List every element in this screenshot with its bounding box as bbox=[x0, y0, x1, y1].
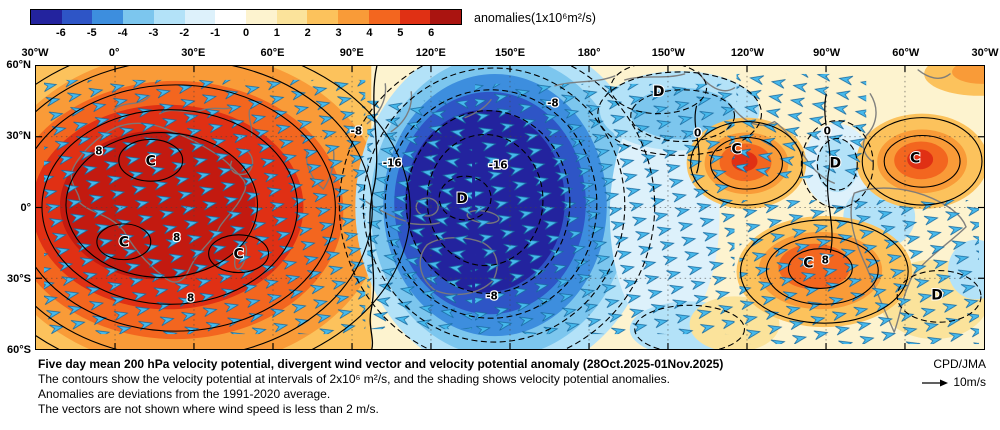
contour-value-label: 8 bbox=[95, 145, 102, 157]
contours-positive bbox=[36, 66, 983, 349]
center-label: C bbox=[146, 153, 156, 169]
caption-line: Anomalies are deviations from the 1991-2… bbox=[38, 387, 331, 401]
colorbar-tick: 4 bbox=[366, 27, 373, 39]
colorbar-segment bbox=[153, 10, 185, 24]
contours-negative bbox=[338, 66, 982, 349]
vector-scale-arrow bbox=[922, 379, 949, 386]
lat-axis-label: 0° bbox=[20, 201, 31, 214]
caption-title: Five day mean 200 hPa velocity potential… bbox=[38, 357, 724, 371]
contour-value-label: 8 bbox=[173, 232, 180, 244]
caption-line: The contours show the velocity potential… bbox=[38, 372, 670, 386]
lon-axis-label: 150°W bbox=[651, 47, 685, 59]
colorbar-tick: -1 bbox=[210, 27, 221, 39]
lon-axis-label: 60°E bbox=[260, 47, 285, 59]
contour-value-label: 8 bbox=[822, 255, 829, 267]
map-label-layer: 8 C C 8 C 8 -8 -16 -16 D -8 -8 D 0 C 0 D… bbox=[94, 83, 944, 306]
colorbar-segment bbox=[276, 10, 308, 24]
center-label: C bbox=[731, 141, 741, 157]
lon-axis-label: 90°W bbox=[813, 47, 841, 59]
lon-axis-label: 120°W bbox=[730, 47, 765, 59]
colorbar-tick: 5 bbox=[397, 27, 404, 39]
colorbar-tick: 6 bbox=[428, 27, 435, 39]
center-label: D bbox=[456, 191, 468, 207]
colorbar-tick: -2 bbox=[179, 27, 190, 39]
contour-value-label: -8 bbox=[351, 126, 363, 138]
lon-axis-label: 120°E bbox=[415, 47, 446, 59]
center-label: D bbox=[931, 287, 943, 303]
graticule bbox=[36, 66, 984, 349]
lat-axis-label: 60°N bbox=[6, 59, 31, 71]
axis-ticks bbox=[36, 66, 984, 349]
colorbar-segment bbox=[338, 10, 369, 24]
center-label: D bbox=[830, 155, 842, 171]
colorbar-segment bbox=[246, 10, 277, 24]
lon-axis-label: 150°E bbox=[494, 47, 526, 59]
center-label: D bbox=[653, 84, 665, 100]
colorbar-bar bbox=[30, 9, 462, 25]
colorbar-tick: 0 bbox=[242, 27, 250, 39]
lon-axis-label: 0° bbox=[108, 47, 120, 59]
colorbar-tick: 3 bbox=[335, 27, 342, 39]
lat-axis-label: 30°N bbox=[6, 130, 31, 143]
contour-value-label: 8 bbox=[187, 292, 194, 304]
wind-vector-field bbox=[43, 73, 980, 345]
colorbar-unit-label: anomalies(1x10⁶m²/s) bbox=[474, 11, 596, 25]
colorbar-segment bbox=[61, 10, 93, 24]
colorbar-tick: 1 bbox=[273, 27, 280, 39]
center-label: C bbox=[233, 247, 243, 263]
colorbar-segment bbox=[92, 10, 124, 24]
colorbar-segment bbox=[307, 10, 339, 24]
center-label: C bbox=[910, 150, 920, 166]
colorbar-segment bbox=[368, 10, 400, 24]
vector-scale-label: 10m/s bbox=[953, 375, 986, 389]
colorbar-tick: -6 bbox=[55, 27, 66, 39]
caption: Five day mean 200 hPa velocity potential… bbox=[38, 357, 818, 417]
colorbar-segment bbox=[31, 10, 62, 24]
center-label: C bbox=[119, 235, 129, 251]
colorbar-segment bbox=[184, 10, 216, 24]
contour-value-label: -16 bbox=[383, 157, 402, 169]
caption-line: The vectors are not shown where wind spe… bbox=[38, 402, 379, 416]
colorbar-segment bbox=[430, 10, 462, 24]
caption-right: CPD/JMA 10m/s bbox=[922, 357, 986, 390]
contour-value-label: 0 bbox=[824, 126, 831, 138]
contour-value-label: -8 bbox=[547, 98, 559, 110]
lon-axis-label: 30°E bbox=[181, 47, 206, 59]
lon-axis-label: 30°W bbox=[971, 47, 999, 59]
lat-axis-label: 30°S bbox=[7, 272, 31, 285]
center-label: C bbox=[803, 256, 813, 272]
contour-value-label: -16 bbox=[489, 159, 508, 171]
colorbar-segment bbox=[399, 10, 431, 24]
lat-axis-label: 60°S bbox=[7, 344, 31, 356]
colorbar-tick: -3 bbox=[148, 27, 159, 39]
lon-axis-label: 30°W bbox=[21, 47, 49, 59]
agency-label: CPD/JMA bbox=[933, 357, 986, 371]
colorbar: -6 -5 -4 -3 -2 -1 0 1 2 3 4 5 6 bbox=[30, 9, 462, 49]
lon-axis-label: 60°W bbox=[892, 47, 920, 59]
lon-axis-label: 90°E bbox=[339, 47, 364, 59]
contour-value-label: -8 bbox=[486, 290, 498, 302]
colorbar-tick: 2 bbox=[304, 27, 311, 39]
map-canvas: 8 C C 8 C 8 -8 -16 -16 D -8 -8 D 0 C 0 D… bbox=[35, 65, 985, 350]
lon-axis-label: 180° bbox=[577, 47, 601, 59]
colorbar-segment bbox=[123, 10, 154, 24]
colorbar-tick: -5 bbox=[86, 27, 97, 39]
contour-value-label: 0 bbox=[694, 128, 701, 140]
colorbar-segment bbox=[215, 10, 247, 24]
colorbar-tick: -4 bbox=[117, 27, 128, 39]
